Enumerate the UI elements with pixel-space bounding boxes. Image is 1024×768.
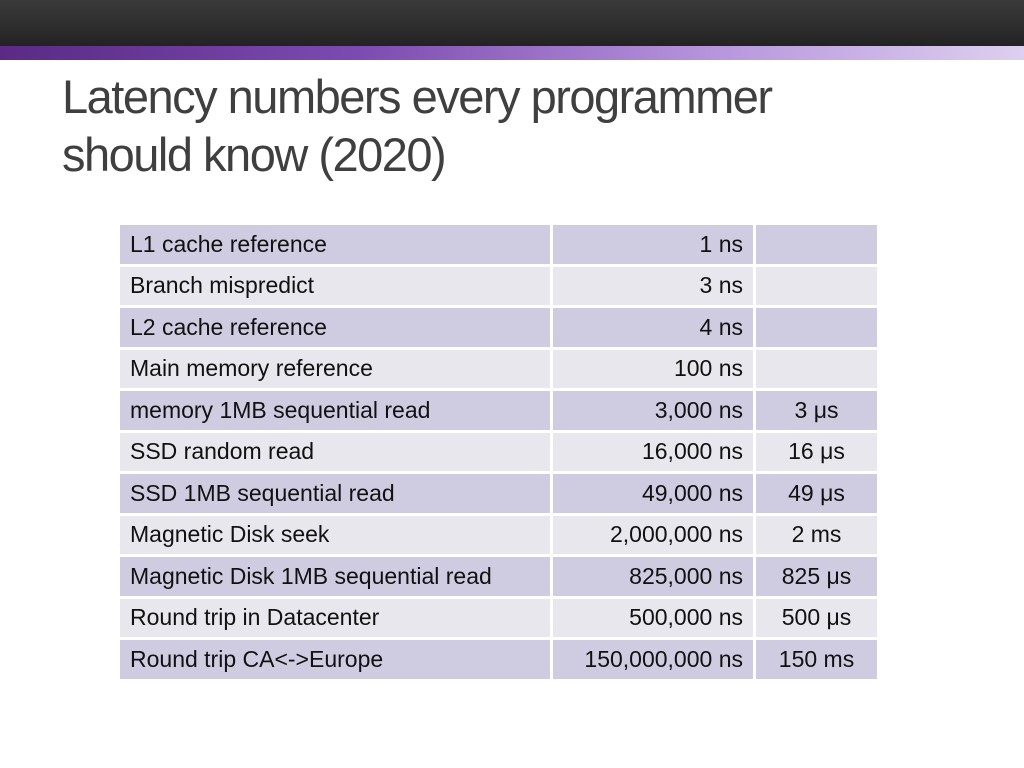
table-row: SSD 1MB sequential read 49,000 ns 49 μs xyxy=(120,474,880,516)
table-row: Main memory reference 100 ns xyxy=(120,349,880,391)
latency-label-cell: memory 1MB sequential read xyxy=(120,391,553,433)
latency-alt-unit-cell xyxy=(756,308,880,350)
latency-label-cell: SSD 1MB sequential read xyxy=(120,474,553,516)
latency-label-cell: Magnetic Disk 1MB sequential read xyxy=(120,557,553,599)
latency-label-cell: Main memory reference xyxy=(120,349,553,391)
latency-label-cell: Magnetic Disk seek xyxy=(120,515,553,557)
latency-ns-cell: 100 ns xyxy=(553,349,756,391)
table-row: Magnetic Disk 1MB sequential read 825,00… xyxy=(120,557,880,599)
latency-ns-cell: 1 ns xyxy=(553,225,756,267)
latency-alt-unit-cell: 150 ms xyxy=(756,640,880,682)
slide-title-line-1: Latency numbers every programmer xyxy=(62,70,773,123)
slide-title-line-2: should know (2020) xyxy=(62,128,447,181)
latency-ns-cell: 3 ns xyxy=(553,266,756,308)
latency-alt-unit-cell: 49 μs xyxy=(756,474,880,516)
table-row: Round trip in Datacenter 500,000 ns 500 … xyxy=(120,598,880,640)
latency-ns-cell: 825,000 ns xyxy=(553,557,756,599)
latency-alt-unit-cell: 16 μs xyxy=(756,432,880,474)
table-row: L1 cache reference 1 ns xyxy=(120,225,880,267)
table-row: memory 1MB sequential read 3,000 ns 3 μs xyxy=(120,391,880,433)
table-row: L2 cache reference 4 ns xyxy=(120,308,880,350)
table-row: Round trip CA<->Europe 150,000,000 ns 15… xyxy=(120,640,880,682)
latency-ns-cell: 2,000,000 ns xyxy=(553,515,756,557)
table-row: SSD random read 16,000 ns 16 μs xyxy=(120,432,880,474)
slide-title: Latency numbers every programmer should … xyxy=(62,68,962,184)
latency-ns-cell: 150,000,000 ns xyxy=(553,640,756,682)
latency-alt-unit-cell xyxy=(756,349,880,391)
latency-alt-unit-cell xyxy=(756,266,880,308)
latency-alt-unit-cell: 2 ms xyxy=(756,515,880,557)
latency-label-cell: Branch mispredict xyxy=(120,266,553,308)
table-row: Branch mispredict 3 ns xyxy=(120,266,880,308)
slide-accent-bar xyxy=(0,46,1024,60)
latency-ns-cell: 500,000 ns xyxy=(553,598,756,640)
table-row: Magnetic Disk seek 2,000,000 ns 2 ms xyxy=(120,515,880,557)
latency-label-cell: SSD random read xyxy=(120,432,553,474)
slide-header-bar xyxy=(0,0,1024,46)
latency-table: L1 cache reference 1 ns Branch mispredic… xyxy=(120,225,880,682)
latency-ns-cell: 4 ns xyxy=(553,308,756,350)
latency-alt-unit-cell: 3 μs xyxy=(756,391,880,433)
latency-alt-unit-cell xyxy=(756,225,880,267)
latency-label-cell: L1 cache reference xyxy=(120,225,553,267)
latency-alt-unit-cell: 500 μs xyxy=(756,598,880,640)
latency-ns-cell: 16,000 ns xyxy=(553,432,756,474)
latency-label-cell: L2 cache reference xyxy=(120,308,553,350)
latency-label-cell: Round trip CA<->Europe xyxy=(120,640,553,682)
latency-alt-unit-cell: 825 μs xyxy=(756,557,880,599)
latency-ns-cell: 3,000 ns xyxy=(553,391,756,433)
latency-label-cell: Round trip in Datacenter xyxy=(120,598,553,640)
latency-ns-cell: 49,000 ns xyxy=(553,474,756,516)
